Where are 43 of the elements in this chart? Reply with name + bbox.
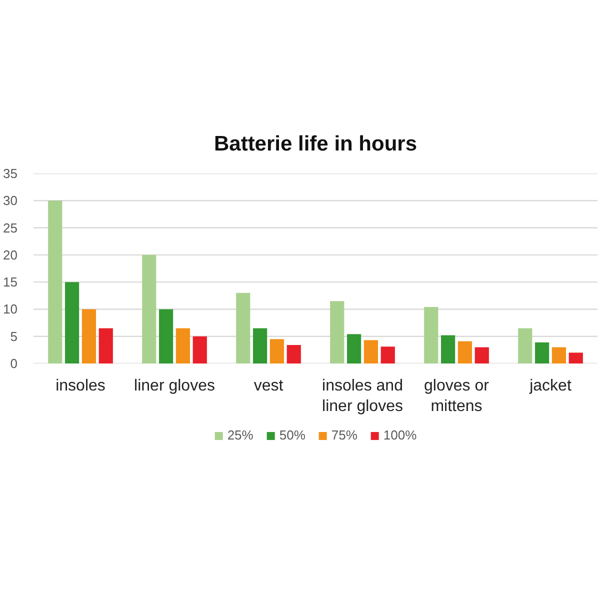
bar bbox=[424, 307, 438, 364]
x-tick-label: liner gloves bbox=[134, 378, 215, 394]
y-tick-label: 30 bbox=[3, 193, 18, 208]
bar bbox=[552, 347, 566, 364]
bar bbox=[252, 328, 268, 364]
x-tick-label: gloves or mittens bbox=[424, 378, 490, 415]
chart-title: Batterie life in hours bbox=[214, 132, 418, 156]
bar bbox=[158, 309, 174, 364]
x-tick-label: vest bbox=[254, 378, 284, 394]
y-tick-label: 5 bbox=[10, 328, 18, 344]
legend-label: 75% bbox=[331, 428, 358, 442]
bar bbox=[192, 336, 207, 364]
bar bbox=[568, 352, 583, 364]
y-tick-label: 15 bbox=[3, 274, 18, 290]
y-tick-label: 35 bbox=[3, 166, 18, 181]
bar bbox=[458, 341, 472, 364]
bar bbox=[98, 328, 113, 364]
bar bbox=[518, 328, 532, 364]
x-tick-label: insoles and liner gloves bbox=[322, 378, 403, 415]
y-tick-label: 20 bbox=[3, 247, 18, 262]
bar bbox=[364, 340, 378, 364]
bar bbox=[236, 292, 250, 364]
y-tick-label: 25 bbox=[3, 220, 18, 236]
bar bbox=[270, 339, 284, 364]
x-tick-label: jacket bbox=[528, 378, 572, 394]
y-tick-label: 10 bbox=[3, 302, 18, 317]
legend-label: 100% bbox=[383, 428, 417, 442]
bar bbox=[176, 328, 190, 364]
bar bbox=[440, 335, 456, 364]
bar bbox=[82, 309, 96, 364]
bar bbox=[474, 347, 489, 364]
legend-label: 50% bbox=[279, 428, 306, 442]
bar bbox=[286, 345, 301, 364]
legend-label: 25% bbox=[227, 428, 254, 442]
bar bbox=[346, 334, 362, 364]
bar bbox=[142, 254, 156, 364]
bar bbox=[330, 301, 344, 364]
bar bbox=[534, 342, 550, 364]
bar bbox=[380, 346, 395, 364]
bar bbox=[64, 282, 80, 364]
bar bbox=[48, 200, 62, 364]
x-tick-label: insoles bbox=[56, 378, 106, 394]
y-tick-label: 0 bbox=[10, 356, 18, 371]
